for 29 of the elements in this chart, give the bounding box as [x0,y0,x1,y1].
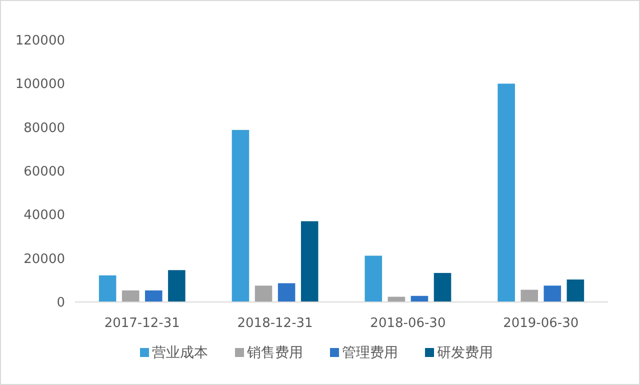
bar [566,280,584,302]
x-tick-label: 2018-06-30 [370,316,446,331]
x-tick-label: 2017-12-31 [104,316,180,331]
bar [544,286,562,302]
bar [98,275,116,302]
y-tick-label: 40000 [24,208,65,224]
x-tick-label: 2019-06-30 [503,316,579,331]
x-tick-label: 2018-12-31 [237,316,313,331]
y-tick-label: 0 [56,296,65,311]
bar [145,290,162,302]
legend-label: 营业成本 [152,345,208,361]
bar [498,84,515,302]
y-tick-label: 60000 [24,164,65,180]
legend-label: 销售费用 [246,345,303,361]
y-tick-label: 20000 [24,252,65,267]
bar [520,290,538,302]
y-tick-label: 80000 [24,120,65,136]
y-tick-label: 100000 [15,77,65,92]
y-tick-label: 120000 [15,34,65,49]
bar [254,286,272,302]
bar [278,283,296,302]
bar [122,290,140,302]
bar [168,270,186,302]
bar [232,130,250,302]
legend-label: 研发费用 [437,345,493,361]
bar [364,256,382,302]
bar [434,272,452,302]
legend-label: 管理费用 [342,345,398,361]
bar [300,221,318,302]
